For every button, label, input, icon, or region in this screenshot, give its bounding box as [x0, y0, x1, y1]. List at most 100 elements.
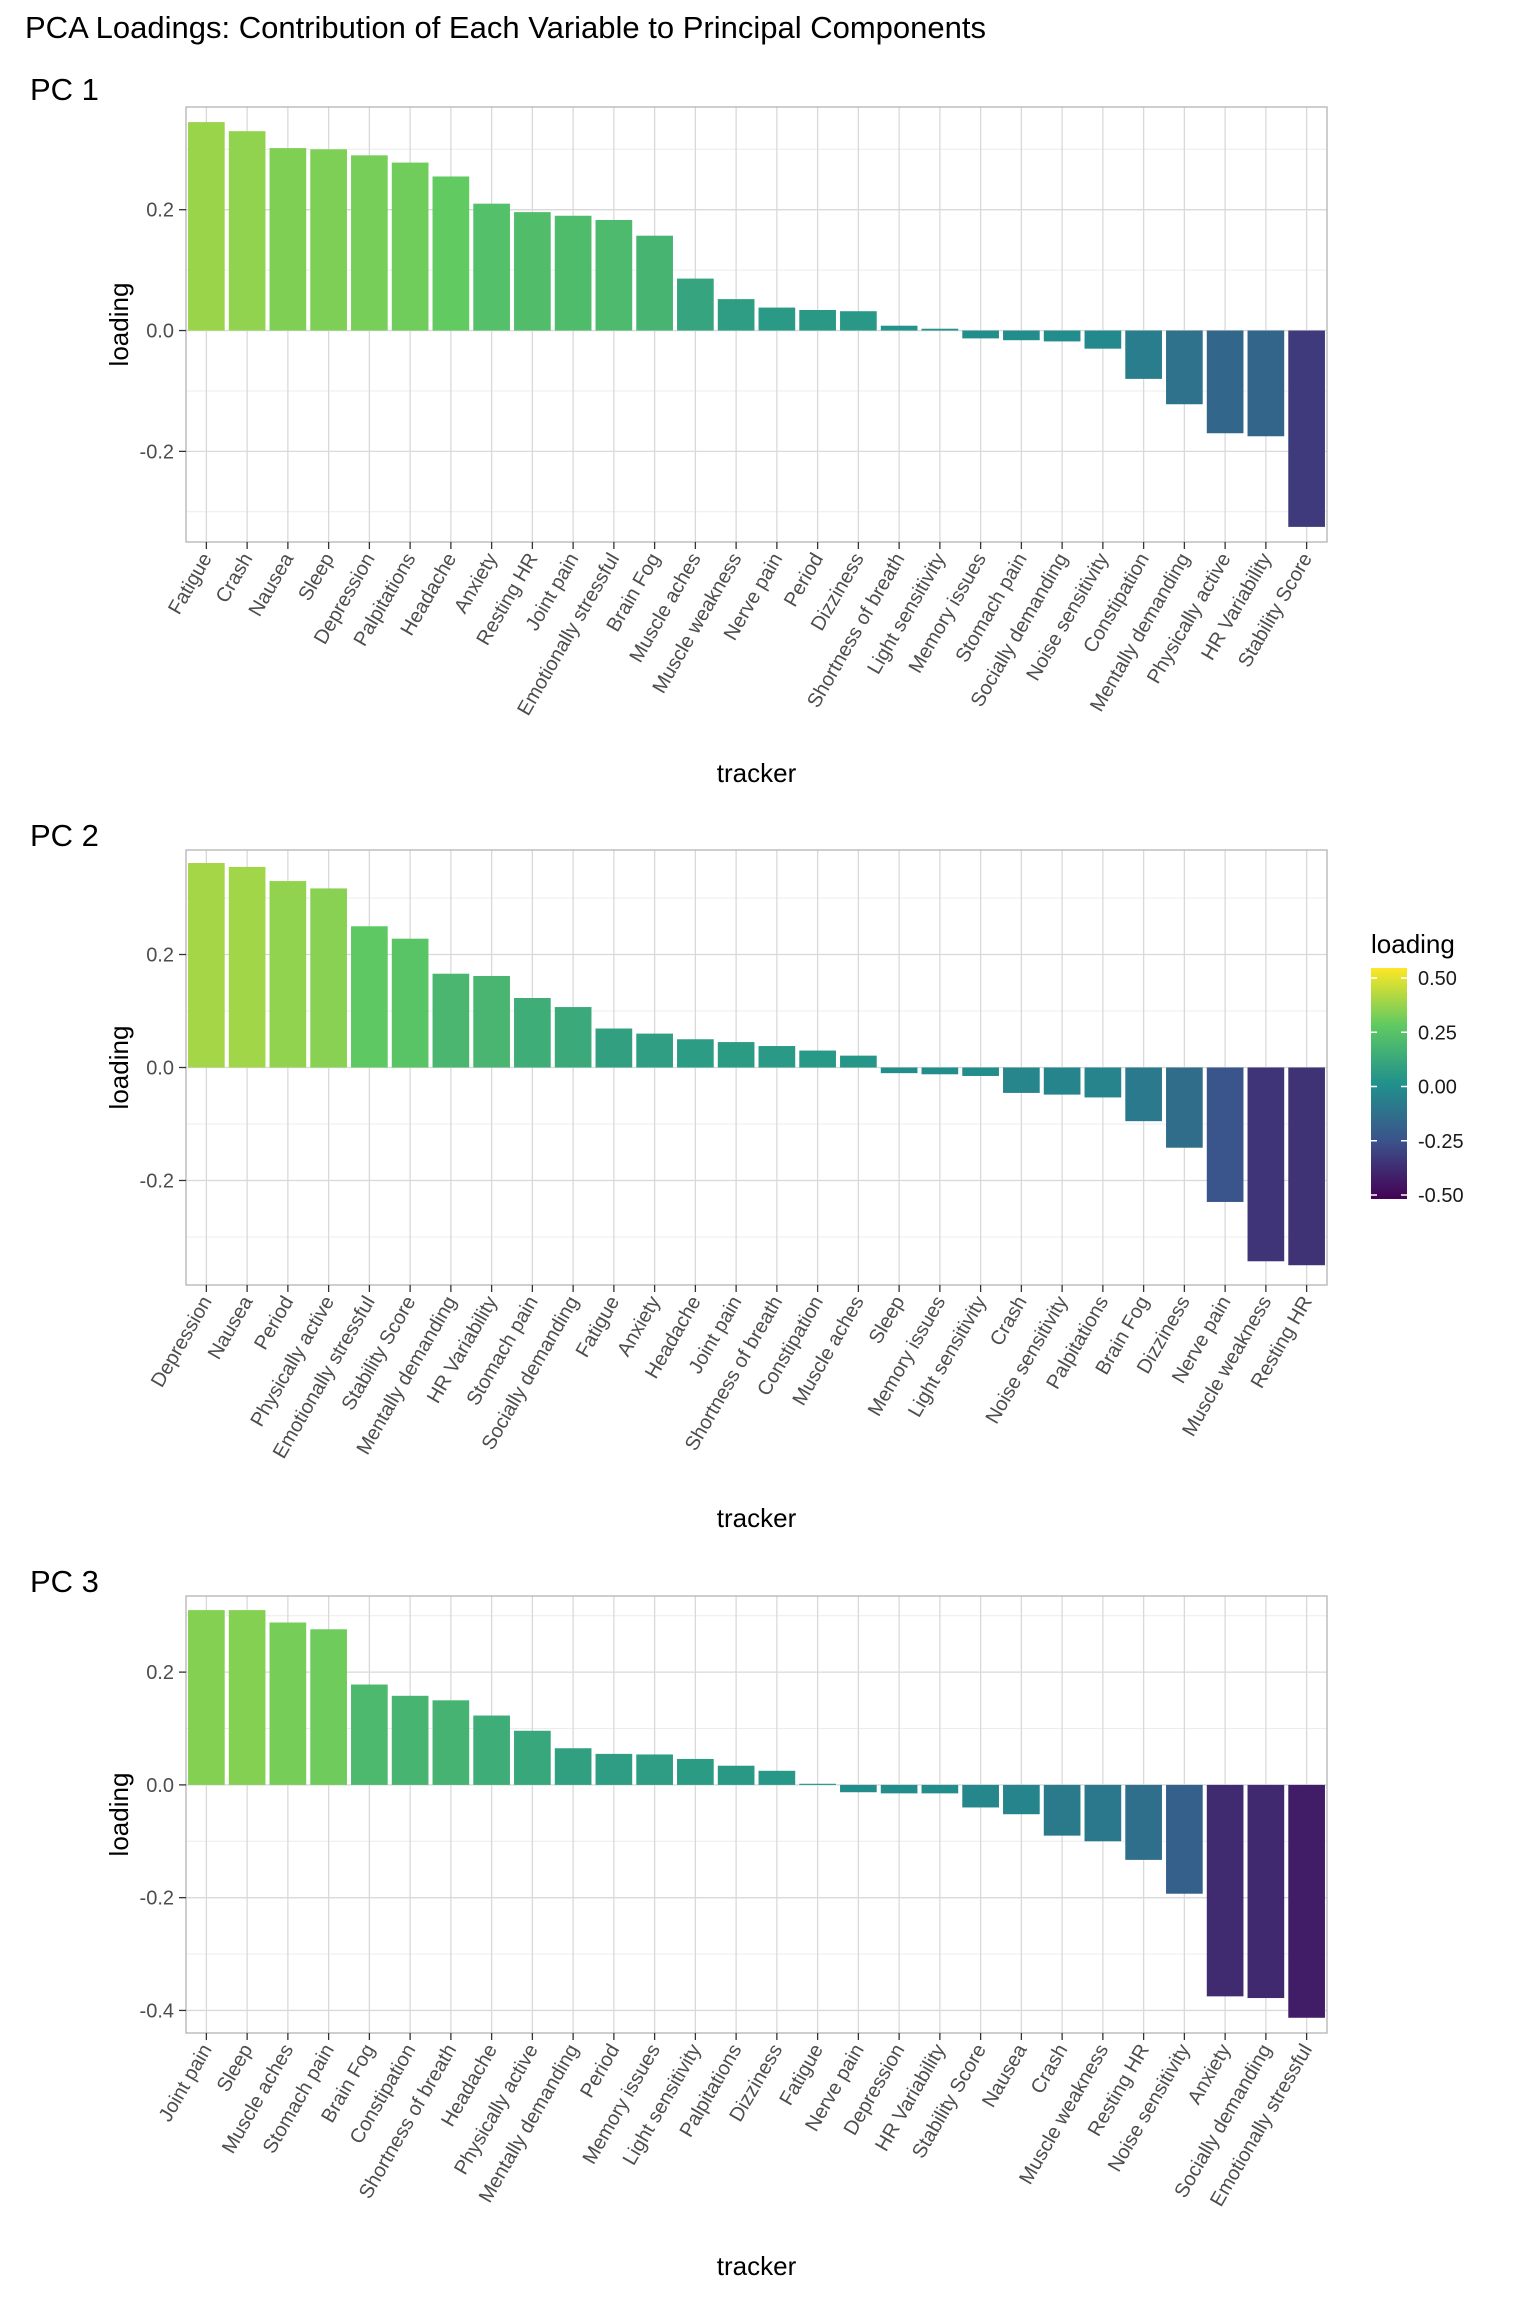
bar-resting-hr — [1288, 1067, 1325, 1266]
y-axis-title: loading — [104, 1026, 134, 1110]
bar-headache — [473, 1715, 510, 1785]
bar-nausea — [228, 866, 266, 1068]
bar-dizziness — [840, 311, 877, 331]
page-title: PCA Loadings: Contribution of Each Varia… — [25, 10, 986, 45]
y-axis-title: loading — [104, 1773, 134, 1857]
bar-emotionally-stressful — [1288, 1784, 1325, 2018]
y-tick-label: 0.0 — [146, 321, 174, 343]
y-axis-title: loading — [104, 283, 134, 367]
y-tick-label: -0.2 — [140, 441, 174, 463]
bar-headache — [677, 1039, 714, 1068]
bar-emotionally-stressful — [351, 926, 388, 1068]
bar-muscle-aches — [269, 1622, 307, 1785]
legend-label: 0.25 — [1418, 1022, 1457, 1044]
legend-label: -0.50 — [1418, 1185, 1464, 1207]
bar-palpitations — [1084, 1067, 1122, 1098]
bar-mentally-demanding — [432, 973, 470, 1068]
bar-dizziness — [758, 1770, 796, 1785]
x-tick-label: Joint pain — [155, 2041, 217, 2126]
bar-nerve-pain — [758, 307, 796, 331]
bar-nausea — [1003, 1784, 1040, 1815]
x-axis-title: tracker — [717, 1503, 797, 1533]
bar-anxiety — [636, 1033, 673, 1068]
legend: loading 0.50 0.25 0.00 -0.25 -0.50 — [1371, 929, 1464, 1207]
bar-nerve-pain — [1206, 1067, 1244, 1202]
bar-emotionally-stressful — [595, 219, 633, 331]
bar-depression — [880, 1784, 918, 1794]
bar-muscle-weakness — [1247, 1067, 1285, 1262]
bar-hr-variability — [473, 975, 510, 1068]
bar-noise-sensitivity — [1084, 330, 1122, 349]
y-tick-label: -0.4 — [140, 2000, 174, 2022]
bar-sleep — [310, 149, 347, 331]
panel-title: PC 1 — [30, 72, 99, 107]
bar-depression — [351, 155, 388, 331]
bar-stability-score — [1288, 330, 1325, 527]
bar-dizziness — [1166, 1067, 1203, 1148]
bar-constipation — [391, 1695, 429, 1785]
bar-muscle-weakness — [1084, 1784, 1122, 1842]
bar-mentally-demanding — [1166, 330, 1203, 405]
bar-crash — [1003, 1067, 1040, 1093]
bar-constipation — [1125, 330, 1162, 379]
bar-fatigue — [799, 1783, 836, 1785]
bar-physically-active — [514, 1730, 551, 1785]
bar-nausea — [269, 148, 307, 331]
bar-fatigue — [188, 122, 225, 331]
bar-memory-issues — [636, 1754, 673, 1785]
bar-resting-hr — [1125, 1784, 1162, 1860]
bar-physically-active — [310, 888, 347, 1068]
bar-shortness-of-breath — [880, 325, 918, 331]
bar-socially-demanding — [554, 1007, 592, 1068]
bar-headache — [432, 176, 470, 331]
plot-border — [185, 106, 1328, 543]
bar-sleep — [228, 1610, 266, 1785]
bar-memory-issues — [921, 1067, 959, 1075]
bar-memory-issues — [962, 330, 999, 339]
y-tick-label: 0.2 — [146, 200, 174, 222]
bar-palpitations — [391, 162, 429, 331]
y-tick-label: -0.2 — [140, 1888, 174, 1910]
bar-stomach-pain — [1003, 330, 1040, 341]
bar-hr-variability — [1247, 330, 1285, 437]
pc1-chart: PC 1-0.20.00.2FatigueCrashNauseaSleepDep… — [30, 72, 1328, 788]
bar-light-sensitivity — [921, 328, 959, 331]
bar-nerve-pain — [840, 1784, 877, 1793]
bar-brain-fog — [636, 235, 673, 331]
bar-mentally-demanding — [554, 1748, 592, 1785]
bar-crash — [1043, 1784, 1081, 1836]
bar-light-sensitivity — [962, 1067, 999, 1076]
bar-muscle-weakness — [717, 299, 755, 331]
y-tick-label: 0.2 — [146, 945, 174, 967]
bar-sleep — [880, 1067, 918, 1074]
bar-fatigue — [595, 1028, 633, 1068]
bar-brain-fog — [1125, 1067, 1162, 1122]
bar-noise-sensitivity — [1166, 1784, 1203, 1894]
bar-socially-demanding — [1247, 1784, 1285, 1999]
bar-stomach-pain — [514, 998, 551, 1068]
bar-joint-pain — [717, 1042, 755, 1068]
y-tick-label: 0.0 — [146, 1775, 174, 1797]
panel-title: PC 3 — [30, 1564, 99, 1599]
bar-shortness-of-breath — [758, 1046, 796, 1068]
legend-colorbar — [1371, 968, 1407, 1199]
bar-stomach-pain — [310, 1629, 347, 1785]
bar-anxiety — [473, 203, 510, 331]
plot-border — [185, 1595, 1328, 2034]
x-axis-title: tracker — [717, 2251, 797, 2281]
bar-noise-sensitivity — [1043, 1067, 1081, 1095]
legend-label: 0.50 — [1418, 968, 1457, 990]
legend-label: 0.00 — [1418, 1077, 1457, 1099]
bar-period — [269, 881, 307, 1068]
bar-muscle-aches — [840, 1055, 877, 1068]
bar-constipation — [799, 1050, 836, 1068]
bar-period — [799, 310, 836, 331]
bar-stability-score — [962, 1784, 999, 1808]
x-tick-label: Sleep — [213, 2041, 258, 2096]
bar-joint-pain — [554, 215, 592, 331]
bar-socially-demanding — [1043, 330, 1081, 342]
bar-light-sensitivity — [677, 1758, 714, 1785]
bar-physically-active — [1206, 330, 1244, 434]
